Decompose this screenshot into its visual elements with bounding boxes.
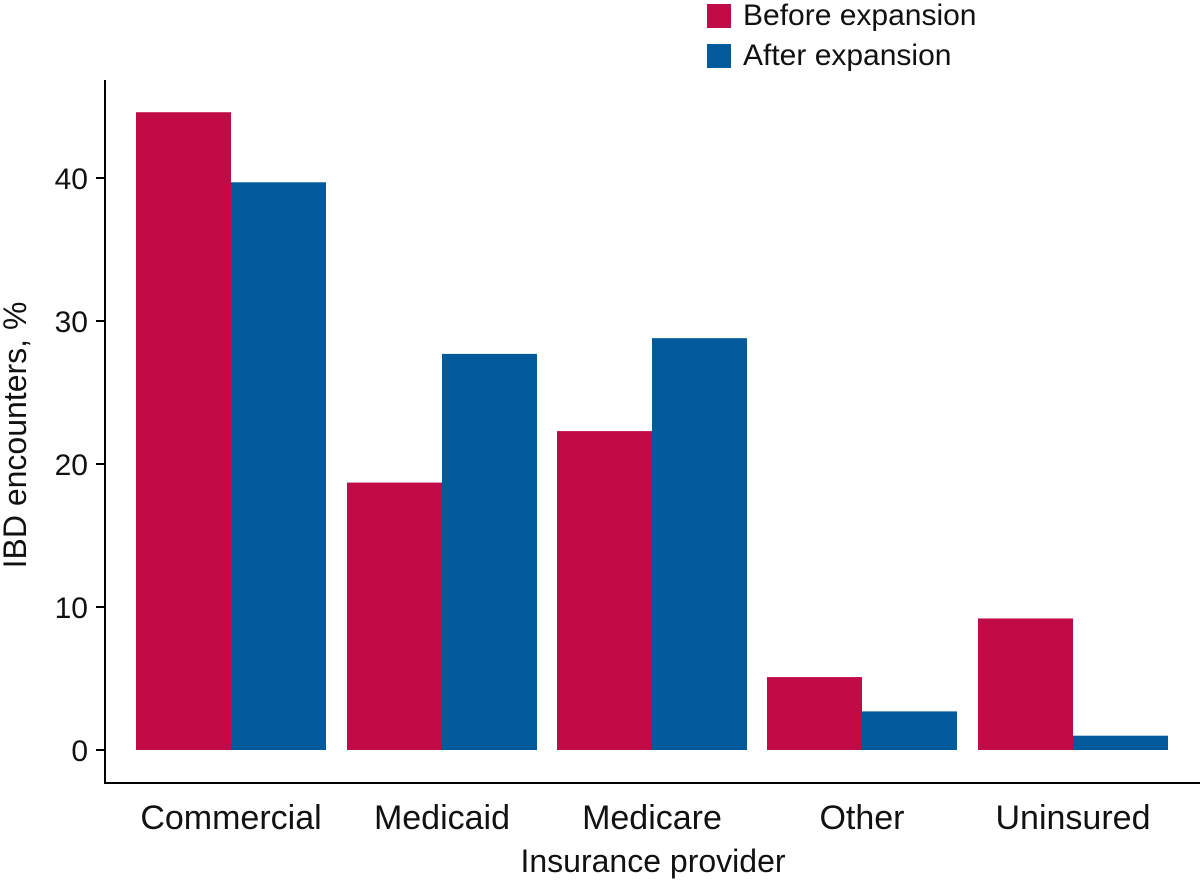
axes-group <box>104 80 1200 784</box>
legend: Before expansion After expansion <box>707 0 977 72</box>
bar-other-after <box>862 711 957 750</box>
bar-medicaid-after <box>442 353 537 750</box>
x-tick-label-commercial: Commercial <box>140 799 321 837</box>
bar-commercial-before <box>136 112 231 751</box>
y-ticks-group: 0 10 20 30 40 <box>55 163 105 768</box>
bars-group <box>136 112 1168 751</box>
x-axis-title: Insurance provider <box>520 843 785 879</box>
y-tick-label: 10 <box>55 592 88 625</box>
legend-swatch-after <box>707 44 731 68</box>
y-axis-title: IBD encounters, % <box>0 302 33 569</box>
bar-uninsured-after <box>1073 735 1168 750</box>
legend-label-after: After expansion <box>743 39 951 72</box>
x-tick-label-uninsured: Uninsured <box>996 799 1151 837</box>
bar-other-before <box>767 677 862 750</box>
bar-commercial-after <box>231 182 326 751</box>
y-tick-label: 0 <box>71 735 88 768</box>
bar-medicare-after <box>652 338 747 750</box>
bar-uninsured-before <box>978 618 1073 750</box>
x-tick-label-medicaid: Medicaid <box>374 799 510 837</box>
legend-swatch-before <box>707 4 731 28</box>
y-tick-label: 40 <box>55 163 88 196</box>
x-labels-group: Commercial Medicaid Medicare Other Uninsured <box>140 799 1150 837</box>
bar-medicaid-before <box>347 482 442 750</box>
y-tick-label: 20 <box>55 449 88 482</box>
x-tick-label-other: Other <box>819 799 904 837</box>
bar-medicare-before <box>557 431 652 750</box>
y-tick-label: 30 <box>55 306 88 339</box>
x-tick-label-medicare: Medicare <box>582 799 722 837</box>
legend-label-before: Before expansion <box>743 0 977 32</box>
